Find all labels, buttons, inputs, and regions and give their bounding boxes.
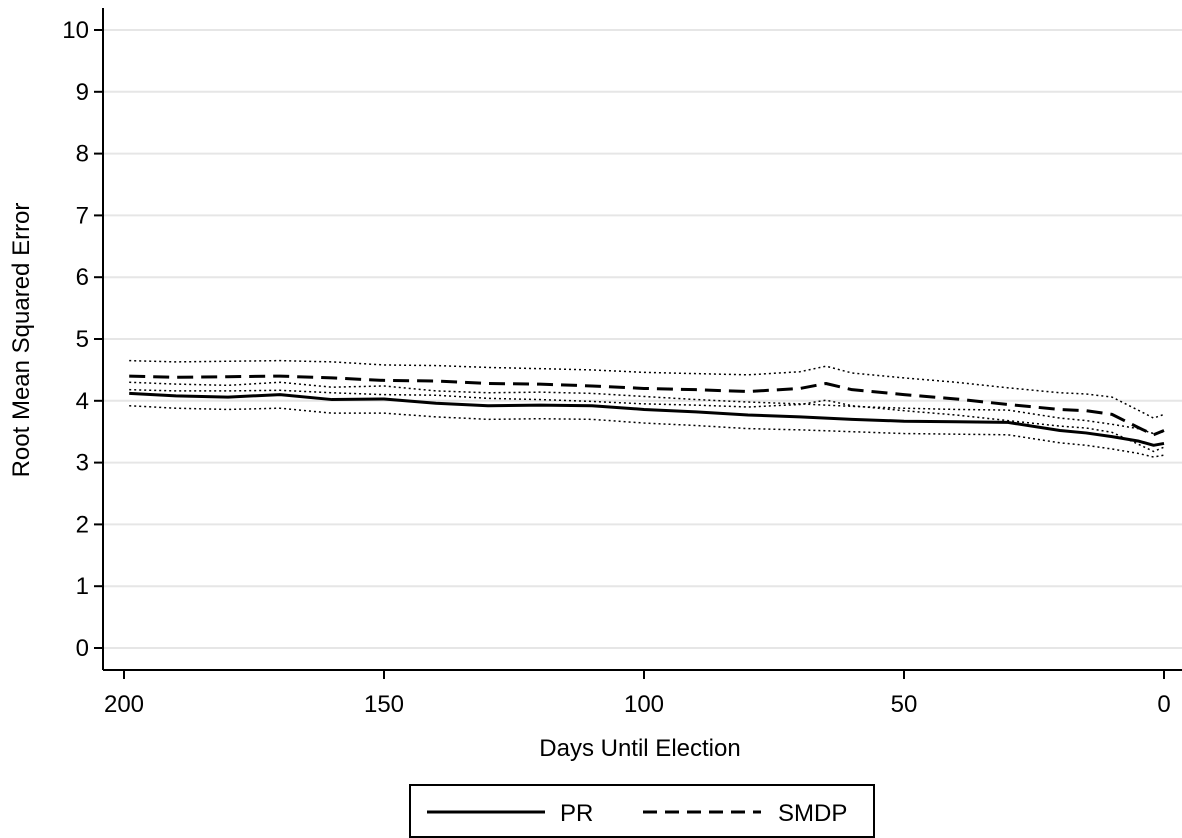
series-pr-ci-lower xyxy=(129,404,1165,458)
y-tick-label-4: 4 xyxy=(76,388,89,415)
y-tick-label-2: 2 xyxy=(76,511,89,538)
x-tick-label-150: 150 xyxy=(364,691,404,718)
legend: PR SMDP xyxy=(409,784,875,838)
series-smdp-ci-lower xyxy=(129,388,1165,453)
y-tick-label-0: 0 xyxy=(76,635,89,662)
y-tick-label-1: 1 xyxy=(76,573,89,600)
series-smdp-line xyxy=(129,374,1165,437)
x-tick-label-200: 200 xyxy=(104,691,144,718)
y-tick-label-7: 7 xyxy=(76,202,89,229)
y-axis-title: Root Mean Squared Error xyxy=(8,203,35,478)
series-pr-line xyxy=(129,391,1165,447)
x-tick-label-50: 50 xyxy=(891,691,918,718)
y-tick-label-8: 8 xyxy=(76,141,89,168)
x-tick-label-0: 0 xyxy=(1157,691,1170,718)
y-tick-label-10: 10 xyxy=(62,17,89,44)
y-tick-label-3: 3 xyxy=(76,450,89,477)
y-tick-label-5: 5 xyxy=(76,326,89,353)
legend-label-smdp: SMDP xyxy=(778,800,847,827)
y-tick-label-6: 6 xyxy=(76,264,89,291)
y-tick-label-9: 9 xyxy=(76,79,89,106)
axis-layer: 0 1 2 3 4 5 6 7 8 9 10 200 150 100 50 0 xyxy=(62,8,1182,718)
series-layer xyxy=(129,374,1165,447)
grid-layer xyxy=(103,29,1182,649)
x-tick-label-100: 100 xyxy=(624,691,664,718)
x-axis-title: Days Until Election xyxy=(539,735,740,762)
legend-label-pr: PR xyxy=(560,800,593,827)
